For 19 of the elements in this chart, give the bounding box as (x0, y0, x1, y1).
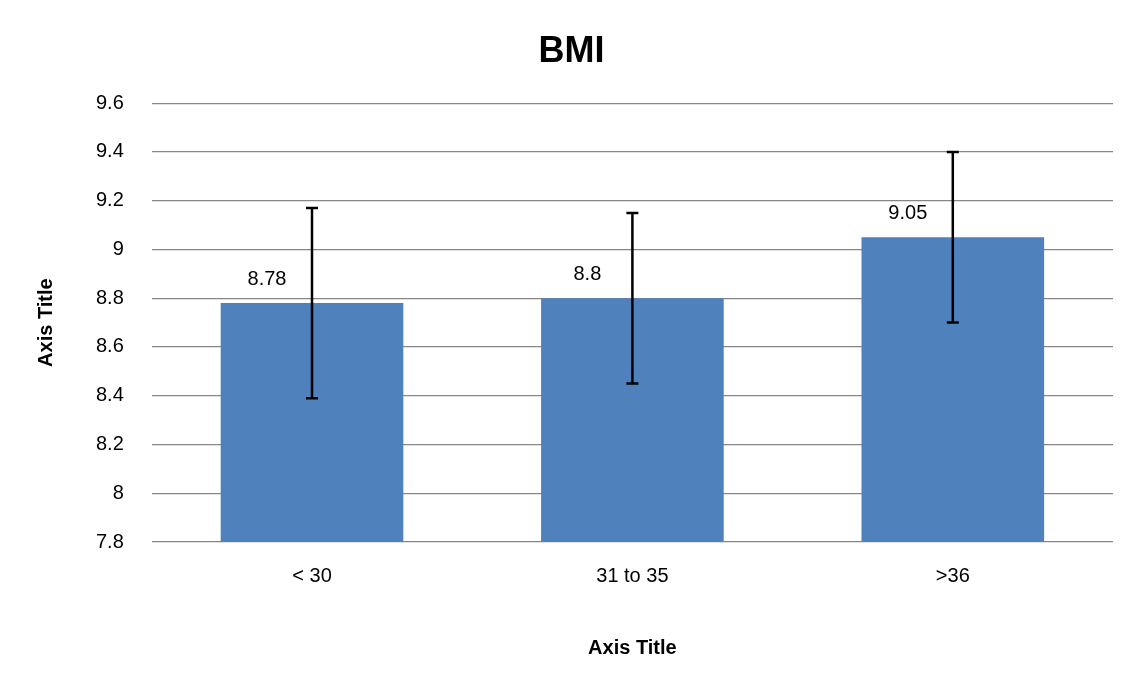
y-tick-label: 8.8 (95, 285, 124, 308)
chart-title: BMI (538, 28, 605, 70)
data-label: 8.8 (573, 261, 602, 284)
data-label: 9.05 (888, 200, 928, 223)
x-tick-label: >36 (935, 563, 970, 586)
y-tick-label: 9.6 (95, 90, 124, 113)
y-tick-label: 8.6 (95, 334, 124, 357)
y-tick-label: 9.2 (95, 188, 124, 211)
x-tick-label: 31 to 35 (596, 563, 669, 586)
y-tick-label: 8 (112, 480, 124, 503)
y-tick-label: 7.8 (95, 529, 124, 552)
x-tick-label: < 30 (292, 563, 332, 586)
y-tick-label: 8.2 (95, 432, 124, 454)
y-tick-label: 8.4 (95, 383, 124, 406)
y-tick-label: 9.4 (95, 139, 124, 162)
x-axis-title: Axis Title (588, 635, 677, 658)
data-label: 8.78 (247, 266, 287, 289)
y-axis-title: Axis Title (33, 278, 56, 367)
y-tick-label: 9 (112, 236, 124, 259)
